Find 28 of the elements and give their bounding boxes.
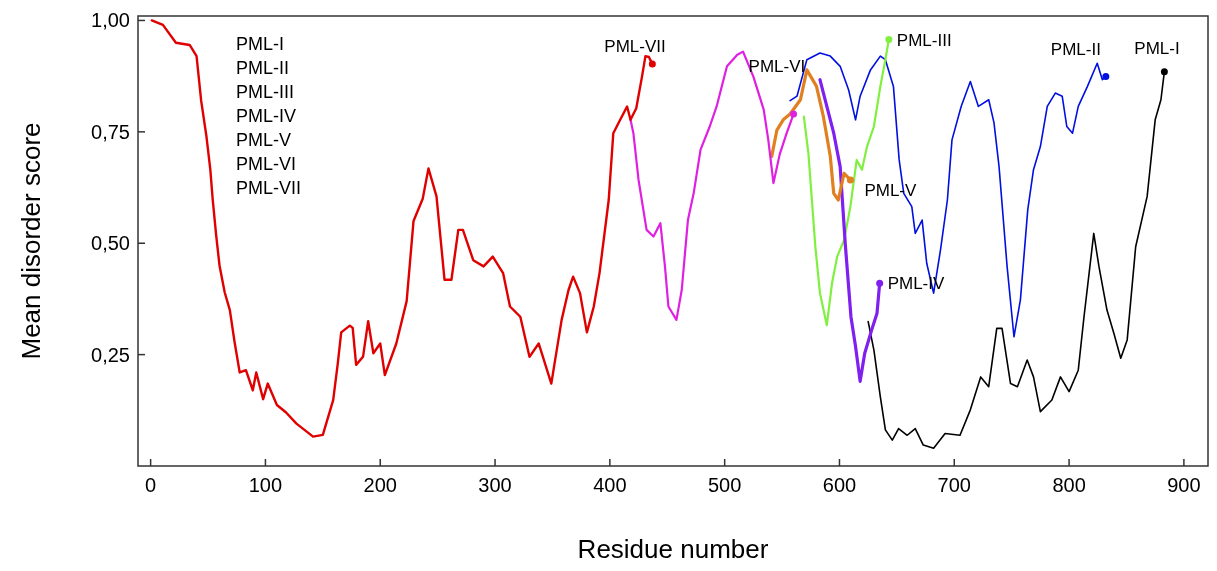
annotation: PML-I [236, 34, 285, 54]
annotation: PML-III [236, 82, 295, 102]
series-label: PML-III [896, 30, 952, 50]
x-tick-label: 900 [1167, 474, 1201, 496]
y-tick-label: 0,25 [91, 343, 130, 366]
annotation: PML-V [236, 130, 292, 150]
annotation: PML-II [236, 58, 290, 78]
x-tick-label: 700 [937, 474, 971, 496]
annotation: PML-VI [236, 154, 297, 174]
x-tick-label: 500 [707, 474, 742, 496]
y-axis-title: Mean disorder score [16, 122, 46, 360]
x-axis-title: Residue number [577, 534, 769, 564]
x-tick-label: 200 [363, 474, 397, 496]
series-label: PML-VI [748, 57, 806, 77]
x-tick-label: 800 [1052, 474, 1086, 496]
series-label: PML-VII [604, 37, 666, 57]
x-tick-label: 100 [248, 474, 283, 496]
y-tick-label: 0,50 [91, 232, 130, 255]
annotation: PML-VII [236, 178, 302, 198]
x-tick-label: 300 [478, 474, 512, 496]
x-tick-label: 600 [822, 474, 857, 496]
series-label: PML-II [1050, 39, 1101, 59]
annotation: PML-IV [236, 106, 297, 126]
y-tick-label: 1,00 [91, 9, 130, 32]
series-label: PML-I [1134, 38, 1180, 58]
x-tick-label: 400 [593, 474, 627, 496]
y-tick-label: 0,75 [91, 120, 130, 143]
x-tick-label: 0 [145, 474, 157, 496]
